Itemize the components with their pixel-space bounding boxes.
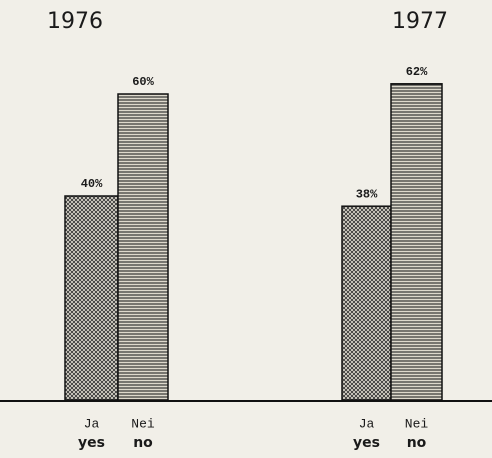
- chart-title: 1977: [392, 9, 448, 34]
- category-label: Nei: [131, 416, 155, 431]
- chart-title: 1976: [47, 9, 103, 34]
- category-translation: yes: [353, 435, 380, 451]
- value-label: 38%: [356, 187, 378, 201]
- value-label: 60%: [132, 75, 154, 89]
- value-label: 62%: [406, 65, 428, 79]
- category-translation: yes: [78, 435, 105, 451]
- bar: [390, 83, 443, 401]
- category-label: Nei: [405, 416, 429, 431]
- category-label: Ja: [359, 416, 375, 431]
- value-label: 40%: [81, 177, 103, 191]
- category-translation: no: [407, 435, 427, 451]
- bar: [64, 195, 119, 401]
- bar: [117, 93, 169, 401]
- bar: [341, 205, 392, 401]
- category-label: Ja: [84, 416, 100, 431]
- category-translation: no: [133, 435, 153, 451]
